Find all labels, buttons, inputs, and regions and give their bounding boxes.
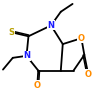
Text: O: O — [78, 34, 85, 43]
Text: N: N — [23, 51, 30, 60]
Text: O: O — [34, 81, 41, 90]
Text: N: N — [48, 21, 54, 30]
Text: O: O — [85, 70, 92, 79]
Text: S: S — [9, 28, 15, 37]
